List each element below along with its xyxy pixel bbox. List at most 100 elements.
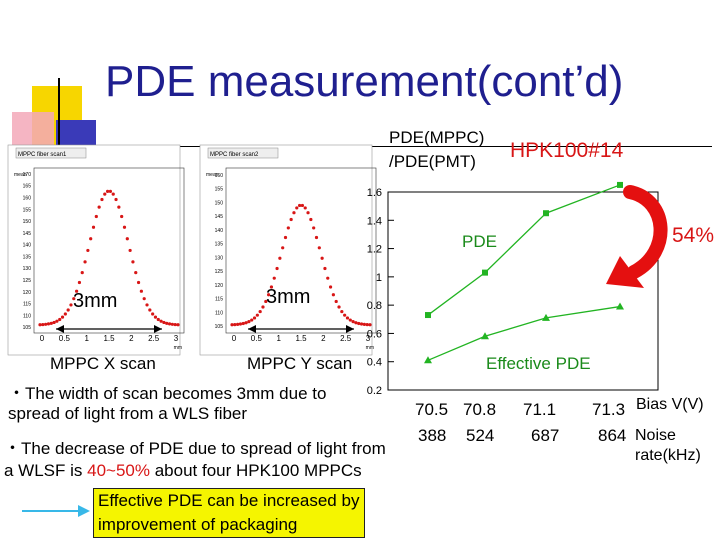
panel-data-point [326,276,330,280]
panel-data-point [145,303,149,307]
panel-data-point [278,256,282,260]
panel-frame [199,144,373,356]
panel-data-point [272,276,276,280]
panel-data-point [233,323,237,327]
panel-data-point [60,315,65,319]
panel-data-point [351,320,355,324]
panel-y-tick: 170 [23,172,32,178]
panel-data-point [94,214,98,219]
panel-data-point [148,308,152,312]
bullet-pde-decrease: ・The decrease of PDE due to spread of li… [4,438,386,482]
panel-title-box [15,147,87,159]
panel-data-point [83,260,87,264]
panel-data-point [331,293,335,297]
panel-y-tick: 105 [23,325,32,331]
panel-data-point [247,320,251,324]
panel-y-tick: 155 [215,187,224,193]
panel-data-point [281,246,285,250]
chart-frame [387,191,659,391]
panel-data-point [151,312,155,316]
panel-y-tick: 125 [23,278,32,284]
series-label-effective-pde: Effective PDE [486,354,591,373]
panel-data-point [97,205,101,209]
panel-data-point [323,266,327,271]
panel-data-point [300,203,305,208]
panel-data-point [255,313,259,317]
chart-ylabel-line1: PDE(MPPC) [389,128,485,147]
panel-data-point [365,323,369,327]
panel-x-tick: 1.5 [103,334,115,343]
panel-data-point [312,226,316,230]
panel-data-point [89,237,93,241]
panel-x-unit: mm [174,345,182,351]
panel-x-tick: 2 [321,334,326,343]
panel-data-point [283,235,288,240]
panel-data-point [66,308,70,312]
panel-data-point [289,217,293,222]
panel-title: MPPC fiber scan1 [18,152,67,158]
panel-data-point [275,266,279,271]
panel-data-point [167,322,172,326]
panel-data-point [117,205,121,209]
panel-data-point [230,323,234,327]
panel-x-tick: 1 [276,334,281,343]
width-arrow-left-head [248,325,256,333]
noise-value-4: 864 [598,426,627,445]
panel-x-tick: 1 [84,334,89,343]
panel-data-point [345,316,350,320]
panel-data-point [49,321,53,325]
panel-data-point [176,323,180,327]
curved-arrow-icon [606,185,668,288]
panel-x-tick: 3 [174,334,179,343]
width-label-x: 3mm [73,290,118,312]
panel-data-point [261,305,265,309]
chart-y-tick-label: 1.6 [367,187,382,199]
panel-data-point [170,322,174,326]
panel-data-point [159,319,163,323]
chart-y-tick-label: 0.2 [367,385,382,397]
panel-data-point [103,192,107,196]
decor-vertical-line [58,78,60,170]
panel-data-point [173,322,177,327]
panel-data-point [153,315,158,319]
bullet-width: ・The width of scan becomes 3mm due to sp… [8,384,327,423]
chart-data-point-square [617,181,623,188]
noise-axis-label-line2: rate(kHz) [635,447,701,464]
panel-data-point [306,211,310,215]
width-label-y: 3mm [266,286,311,308]
panel-y-tick: 150 [23,219,32,225]
panel-data-point [244,321,248,325]
panel-frame [7,144,181,356]
panel-data-point [250,318,254,322]
panel-data-point [238,322,243,326]
panel-data-point [139,289,143,293]
chart-data-point-square [482,269,488,276]
panel-data-point [120,214,124,219]
panel-x-tick: 2.5 [148,334,160,343]
panel-data-point [343,313,347,317]
panel-y-tick: 135 [215,242,224,248]
scan-plot-y: MPPC fiber scan2mean10511011512012513013… [199,144,377,356]
panel-y-tick: 145 [23,231,32,237]
noise-row: 388 524 687 864 [418,426,648,448]
panel-data-point [269,285,274,289]
panel-y-tick: 135 [23,254,32,260]
panel-data-point [314,235,319,240]
scan-plot-x: MPPC fiber scan1mean10511011512012513013… [7,144,185,356]
pde-chart: 0.2 0.4 0.6 0.8 1 1.2 1.4 1.6 [367,181,659,397]
noise-axis-label: Noise rate(kHz) [635,426,701,466]
panel-data-point [55,319,59,323]
panel-x-tick: 0.5 [251,334,263,343]
panel-data-point [292,211,296,215]
panel-data-point [69,303,73,307]
panel-data-point [63,312,67,316]
panel-data-point [77,280,82,285]
panel-data-point [134,271,138,275]
panel-data-point [320,256,324,260]
panel-data-point [328,285,333,289]
chart-y-tick-label: 0.8 [367,300,382,312]
bias-tick-2: 70.8 [463,400,497,419]
bias-tick-1: 70.5 [415,400,449,419]
bullet-pde-text: ・The decrease of PDE due to spread of li… [4,439,386,480]
panel-data-point [108,189,113,193]
